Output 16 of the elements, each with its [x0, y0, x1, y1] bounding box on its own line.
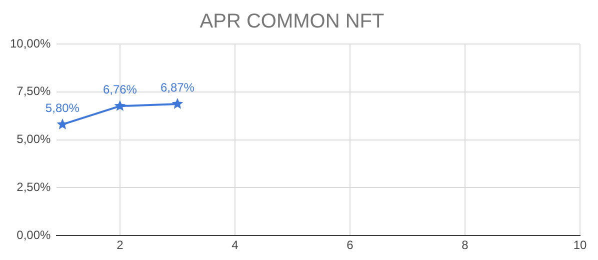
x-tick-label: 10 — [573, 238, 587, 252]
y-tick-label: 10,00% — [10, 36, 52, 50]
data-label: 6,76% — [102, 82, 138, 96]
y-tick-label: 2,50% — [16, 180, 52, 194]
point — [172, 98, 184, 109]
data-label: 6,87% — [160, 80, 195, 94]
x-tick-label: 8 — [462, 238, 469, 252]
point — [114, 100, 126, 111]
x-tick-label: 6 — [346, 238, 354, 252]
x-tick-label: 2 — [116, 238, 124, 252]
y-tick-label: 7,50% — [16, 84, 52, 98]
x-tick-label: 4 — [232, 238, 239, 252]
y-tick-label: 5,00% — [16, 132, 52, 146]
y-tick-label: 0,00% — [16, 228, 52, 242]
data-label: 5,80% — [45, 100, 80, 115]
chart-title: APR COMMON NFT — [200, 10, 384, 33]
